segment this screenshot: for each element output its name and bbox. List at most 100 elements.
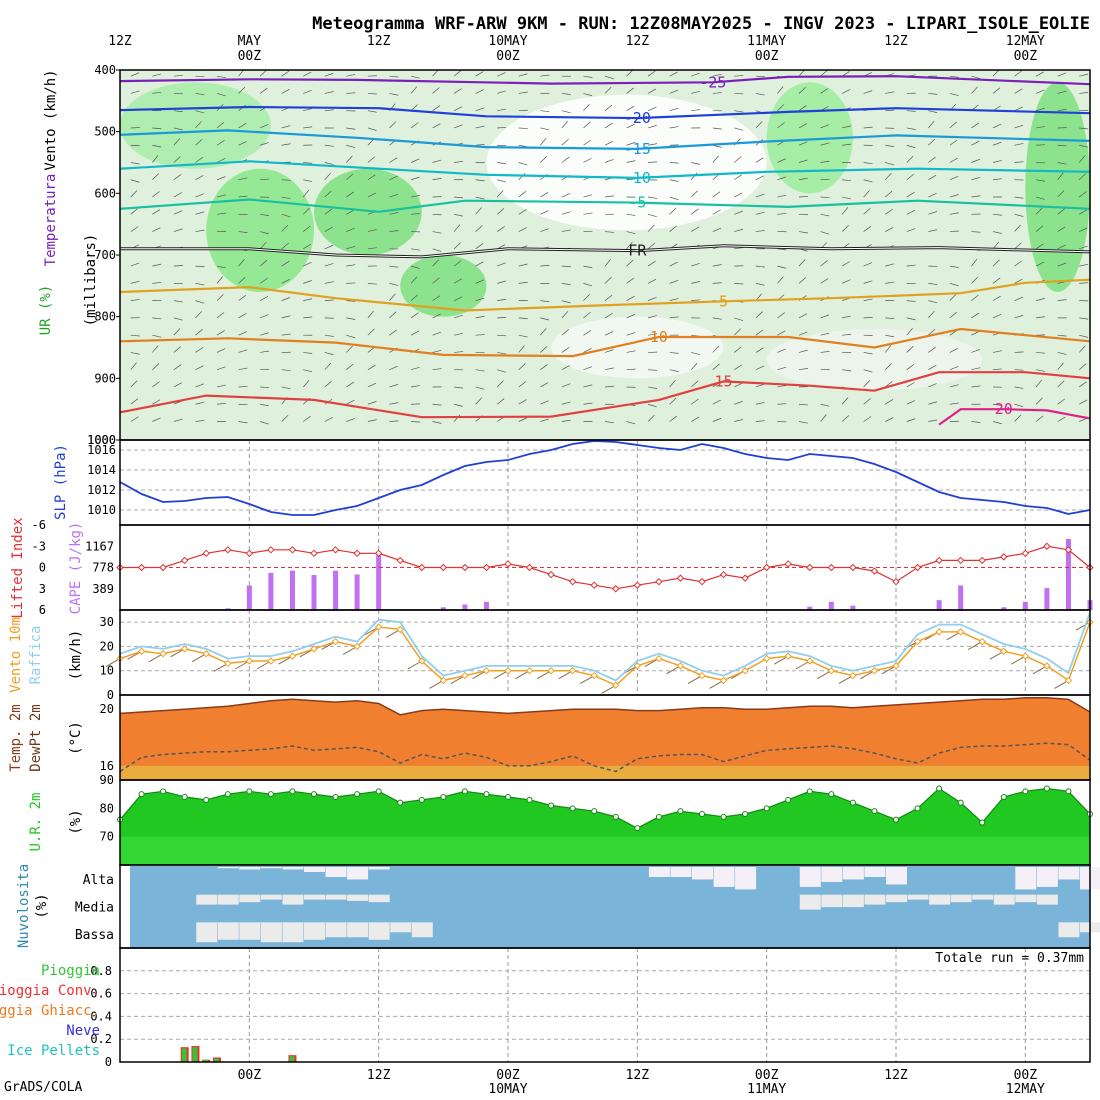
wind-barb <box>453 296 463 301</box>
wind-barb <box>583 103 590 111</box>
wind-barb <box>238 122 247 129</box>
wind-barb <box>540 127 550 131</box>
wind-barb <box>259 69 267 77</box>
wind-barb <box>928 401 938 405</box>
slp-frame <box>119 439 1091 526</box>
wind-barb <box>216 139 225 146</box>
wind-barb <box>1035 71 1045 77</box>
precip-tick-label: 0.6 <box>90 987 112 1001</box>
wind-barb <box>1035 225 1044 232</box>
wind-barb <box>906 328 913 336</box>
wind-barb <box>604 312 613 319</box>
wind-barb <box>777 348 786 353</box>
lifted-point <box>202 549 210 558</box>
wind-barb <box>540 264 550 267</box>
wind-barb <box>561 329 569 336</box>
wind-barb <box>216 276 223 284</box>
cloud-clear-media <box>325 894 347 900</box>
rh-unit-label: (%) <box>68 809 84 834</box>
precip-legend-item: Pioggia <box>41 963 100 979</box>
wind-barb <box>281 125 291 129</box>
wind-barb <box>1014 386 1024 389</box>
cloud-clear-alta <box>325 867 347 877</box>
pressure-tick-label: 900 <box>94 371 116 385</box>
wind-barb <box>842 334 852 336</box>
precip-legend-item: Ice Pellets <box>7 1043 100 1059</box>
bottom-time-label: 12MAY <box>1006 1082 1045 1097</box>
wind-barb <box>152 317 162 320</box>
wind-barb <box>626 332 636 336</box>
wind-barb <box>777 86 784 94</box>
cape-bar <box>850 605 856 610</box>
isotherm--5 <box>119 198 1091 213</box>
wind-barb <box>1035 89 1045 94</box>
wind-barb <box>820 213 830 217</box>
wind-barb <box>518 281 528 284</box>
wind-barb <box>238 295 247 301</box>
wind-barb <box>648 125 657 129</box>
wind-barb <box>798 231 808 234</box>
wind-barb <box>195 121 202 129</box>
cloud-clear-alta <box>842 867 864 880</box>
cloud-clear-media <box>304 894 325 900</box>
wind-barb <box>475 369 485 372</box>
wind-barb <box>928 283 938 285</box>
wind-point <box>719 676 728 685</box>
wind-barb <box>626 259 634 267</box>
wind-barb <box>820 332 830 336</box>
wind-barb <box>734 283 744 285</box>
wind-barb <box>755 121 763 129</box>
rh-tick-label: 80 <box>100 801 114 815</box>
wind-barb <box>691 162 701 165</box>
lifted-point <box>310 549 318 558</box>
wind-barb <box>1035 261 1045 267</box>
lifted-tick-label: -3 <box>32 539 46 553</box>
lifted-point <box>504 560 512 568</box>
wind-barb <box>303 280 312 284</box>
cloud-clear-alta <box>886 867 907 885</box>
lifted-point <box>762 563 771 572</box>
rh-point <box>311 791 317 798</box>
wind-barb <box>389 283 399 286</box>
wind-barb <box>971 312 980 319</box>
lifted-point <box>1021 549 1030 558</box>
wind-barb <box>195 283 205 286</box>
wind-barb <box>130 299 140 301</box>
cloud-level-label: Bassa <box>75 928 114 943</box>
rh-point <box>289 788 296 795</box>
wind-barb <box>583 384 593 388</box>
wind-barb <box>475 125 485 129</box>
wind-barb <box>410 330 420 336</box>
wind-barb <box>561 120 569 129</box>
wind-barb <box>712 92 722 94</box>
wind-barb <box>863 162 873 165</box>
wind-barb <box>777 104 785 111</box>
wind-barb <box>432 123 441 129</box>
wind-barb <box>885 91 895 94</box>
wind-barb <box>432 231 442 234</box>
wind-barb <box>475 207 482 215</box>
temp-unit-label: (°C) <box>68 721 84 755</box>
wind-barb <box>367 192 377 198</box>
wind-barb <box>173 418 183 422</box>
wind-barb <box>647 297 657 301</box>
lifted-point <box>612 585 620 593</box>
top-time-label: MAY <box>238 34 262 49</box>
wind-barb <box>604 122 613 129</box>
wind-barb <box>863 90 873 94</box>
wind-barb <box>820 196 830 199</box>
top-time-label: 00Z <box>1014 49 1038 64</box>
rh-point <box>591 808 598 815</box>
wind-barb <box>583 121 591 129</box>
lifted-point <box>224 546 232 554</box>
grads-credit: GrADS/COLA <box>4 1080 83 1095</box>
wind-barb <box>303 89 312 94</box>
wind-point <box>461 671 469 680</box>
wind-barb <box>604 349 614 353</box>
wind-barb <box>885 317 895 319</box>
wind-barb <box>1057 352 1067 355</box>
wind-barb <box>626 295 635 301</box>
wind-barb <box>432 259 440 267</box>
wind-barb <box>734 110 744 113</box>
wind-barb <box>238 367 248 371</box>
